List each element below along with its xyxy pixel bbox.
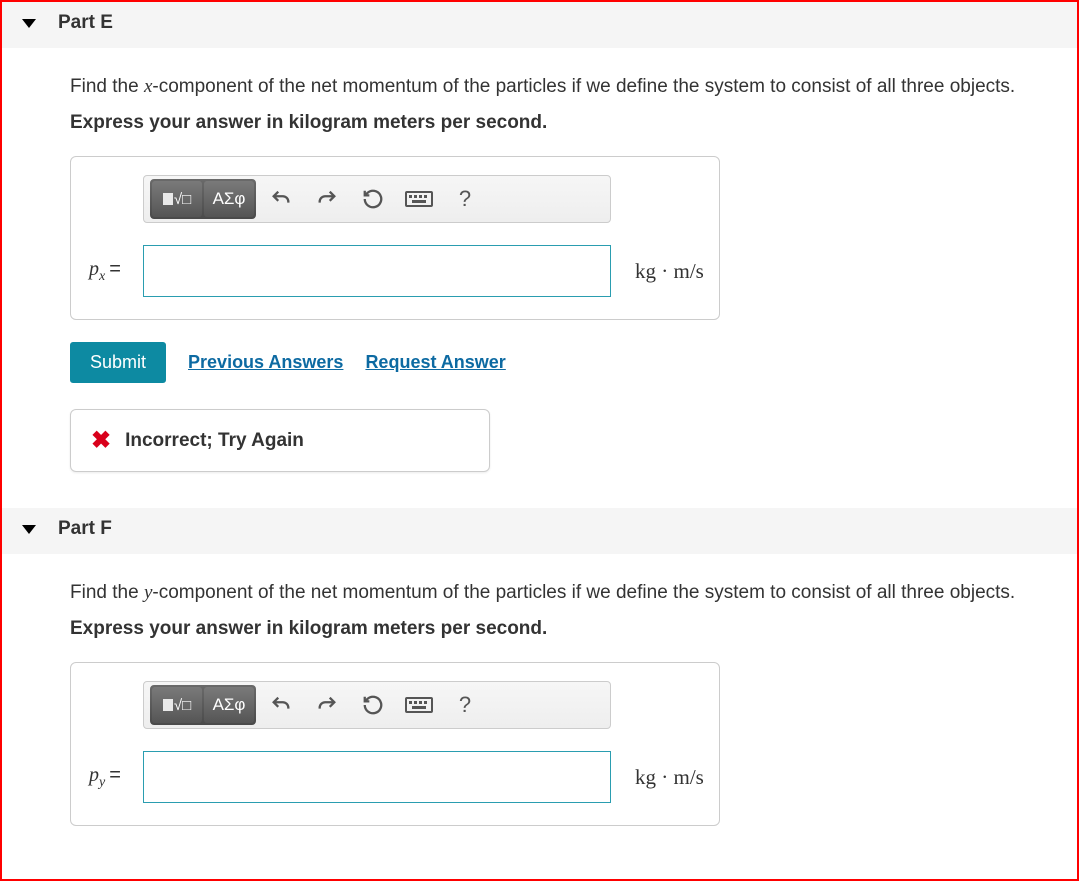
reset-icon <box>362 694 384 716</box>
incorrect-icon: ✖ <box>91 426 111 455</box>
answer-row: px = kg · m/s <box>89 245 705 297</box>
part-e-body: Find the x -component of the net momentum… <box>2 48 1077 502</box>
var-symbol: p <box>89 764 99 786</box>
answer-row: py = kg · m/s <box>89 751 705 803</box>
keyboard-button[interactable] <box>398 686 440 724</box>
undo-button[interactable] <box>260 686 302 724</box>
equation-toolbar: √□ ΑΣφ ? <box>143 681 611 729</box>
root-icon: √□ <box>174 191 191 208</box>
caret-down-icon <box>22 19 36 28</box>
feedback-message: Incorrect; Try Again <box>125 430 304 452</box>
formula-group: √□ ΑΣφ <box>150 685 256 725</box>
caret-down-icon <box>22 525 36 534</box>
part-e-header[interactable]: Part E <box>2 2 1077 48</box>
undo-icon <box>270 188 292 210</box>
reset-button[interactable] <box>352 180 394 218</box>
units-label: kg · m/s <box>635 259 704 284</box>
var-symbol: p <box>89 258 99 280</box>
template-button[interactable]: √□ <box>152 181 202 217</box>
part-f-instruction: Express your answer in kilogram meters p… <box>70 618 1077 640</box>
root-icon: √□ <box>174 697 191 714</box>
feedback-box: ✖ Incorrect; Try Again <box>70 409 490 472</box>
help-icon: ? <box>459 186 471 212</box>
part-e-question: Find the x-component of the net momentum… <box>70 76 1077 98</box>
page-frame: Part E Find the x -component of the net m… <box>0 0 1079 881</box>
part-f-body: Find the y -component of the net momentum… <box>2 554 1077 836</box>
equals: = <box>109 258 121 280</box>
part-f-title: Part F <box>58 518 112 540</box>
units-label: kg · m/s <box>635 765 704 790</box>
q-pre: Find the <box>70 76 144 97</box>
redo-button[interactable] <box>306 686 348 724</box>
template-button[interactable]: √□ <box>152 687 202 723</box>
var-sub: y <box>99 775 105 790</box>
submit-button[interactable]: Submit <box>70 342 166 383</box>
part-f-header[interactable]: Part F <box>2 508 1077 554</box>
reset-button[interactable] <box>352 686 394 724</box>
help-button[interactable]: ? <box>444 180 486 218</box>
square-icon <box>163 193 173 205</box>
part-f-answer-box: √□ ΑΣφ ? <box>70 662 720 826</box>
reset-icon <box>362 188 384 210</box>
keyboard-button[interactable] <box>398 180 440 218</box>
equals: = <box>109 764 121 786</box>
variable-label: py = <box>89 764 143 791</box>
keyboard-icon <box>405 191 433 207</box>
undo-icon <box>270 694 292 716</box>
greek-label: ΑΣφ <box>213 695 246 715</box>
q-post: -component of the net momentum of the pa… <box>152 582 1015 603</box>
greek-button[interactable]: ΑΣφ <box>204 687 254 723</box>
keyboard-icon <box>405 697 433 713</box>
q-pre: Find the <box>70 582 144 603</box>
answer-input[interactable] <box>143 751 611 803</box>
part-e-instruction: Express your answer in kilogram meters p… <box>70 112 1077 134</box>
part-e-title: Part E <box>58 12 113 34</box>
square-icon <box>163 699 173 711</box>
help-button[interactable]: ? <box>444 686 486 724</box>
help-icon: ? <box>459 692 471 718</box>
variable-label: px = <box>89 258 143 285</box>
redo-icon <box>316 188 338 210</box>
redo-button[interactable] <box>306 180 348 218</box>
q-post: -component of the net momentum of the pa… <box>152 76 1015 97</box>
previous-answers-link[interactable]: Previous Answers <box>188 352 343 373</box>
equation-toolbar: √□ ΑΣφ ? <box>143 175 611 223</box>
formula-group: √□ ΑΣφ <box>150 179 256 219</box>
request-answer-link[interactable]: Request Answer <box>365 352 505 373</box>
part-e-answer-box: √□ ΑΣφ ? <box>70 156 720 320</box>
part-f-question: Find the y-component of the net momentum… <box>70 582 1077 604</box>
part-e-actions: Submit Previous Answers Request Answer <box>70 342 1077 383</box>
var-sub: x <box>99 269 105 284</box>
greek-button[interactable]: ΑΣφ <box>204 181 254 217</box>
answer-input[interactable] <box>143 245 611 297</box>
redo-icon <box>316 694 338 716</box>
undo-button[interactable] <box>260 180 302 218</box>
greek-label: ΑΣφ <box>213 189 246 209</box>
